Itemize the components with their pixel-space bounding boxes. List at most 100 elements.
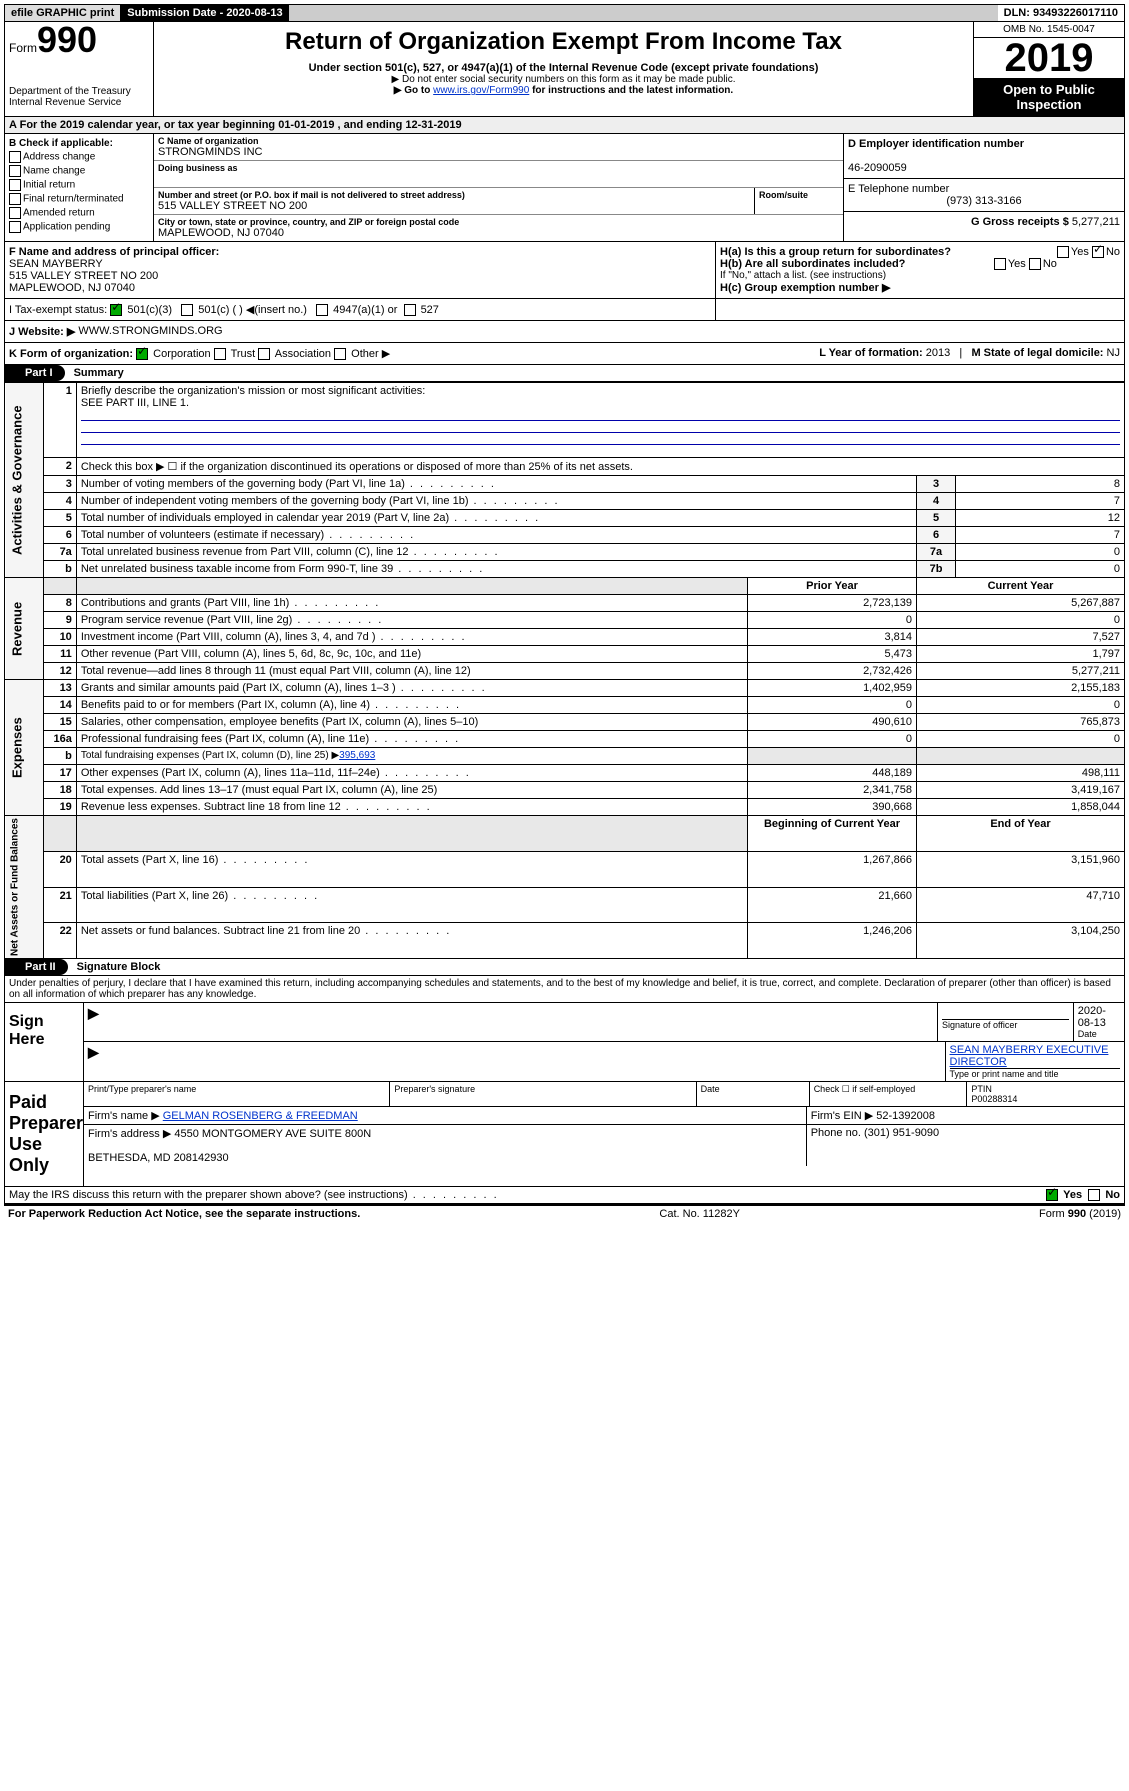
ha-label: H(a) Is this a group return for subordin… xyxy=(720,246,951,258)
chk-4947[interactable] xyxy=(316,304,328,316)
line-16b: Total fundraising expenses (Part IX, col… xyxy=(81,750,339,761)
tax-year: 2019 xyxy=(974,38,1124,78)
part-i-header: Part I Summary xyxy=(4,365,1125,382)
p16a: 0 xyxy=(748,731,917,748)
row-i-label: I Tax-exempt status: xyxy=(9,304,107,316)
tax-period: A For the 2019 calendar year, or tax yea… xyxy=(4,117,1125,134)
l-label: L Year of formation: xyxy=(819,347,923,359)
form-title: Return of Organization Exempt From Incom… xyxy=(158,28,969,56)
section-revenue: Revenue xyxy=(5,578,44,680)
entity-block: B Check if applicable: Address change Na… xyxy=(4,134,1125,242)
perjury-declaration: Under penalties of perjury, I declare th… xyxy=(4,976,1125,1003)
line-17: Other expenses (Part IX, column (A), lin… xyxy=(81,767,471,779)
m-label: M State of legal domicile: xyxy=(971,347,1103,359)
p10: 3,814 xyxy=(748,629,917,646)
dln: DLN: 93493226017110 xyxy=(998,5,1124,21)
summary-table: Activities & Governance 1 Briefly descri… xyxy=(4,382,1125,959)
p13: 1,402,959 xyxy=(748,680,917,697)
p15: 490,610 xyxy=(748,714,917,731)
p18: 2,341,758 xyxy=(748,782,917,799)
gross-value: 5,277,211 xyxy=(1072,216,1120,228)
tax-status-row: I Tax-exempt status: 501(c)(3) 501(c) ( … xyxy=(4,299,1125,321)
c22: 3,104,250 xyxy=(917,923,1125,959)
line-20: Total assets (Part X, line 16) xyxy=(81,854,310,866)
p11: 5,473 xyxy=(748,646,917,663)
line-15: Salaries, other compensation, employee b… xyxy=(81,716,478,728)
form-footer: Form 990 (2019) xyxy=(1039,1208,1121,1220)
p9: 0 xyxy=(748,612,917,629)
chk-pending[interactable] xyxy=(9,221,21,233)
sig-date-label: Date xyxy=(1078,1029,1120,1039)
c15: 765,873 xyxy=(917,714,1125,731)
p20: 1,267,866 xyxy=(748,851,917,887)
goto-post: for instructions and the latest informat… xyxy=(529,85,733,96)
chk-address[interactable] xyxy=(9,151,21,163)
firm-addr-label: Firm's address ▶ xyxy=(88,1128,171,1140)
name-label: Type or print name and title xyxy=(950,1069,1121,1079)
phone-label: E Telephone number xyxy=(848,183,949,195)
line-18: Total expenses. Add lines 13–17 (must eq… xyxy=(81,784,437,796)
chk-527[interactable] xyxy=(404,304,416,316)
chk-final[interactable] xyxy=(9,193,21,205)
part-ii-header: Part II Signature Block xyxy=(4,959,1125,976)
chk-trust[interactable] xyxy=(214,348,226,360)
p12: 2,732,426 xyxy=(748,663,917,680)
line-22: Net assets or fund balances. Subtract li… xyxy=(81,925,451,937)
chk-discuss-no[interactable] xyxy=(1088,1189,1100,1201)
line-1-value: SEE PART III, LINE 1. xyxy=(81,397,189,409)
sign-block: Sign Here ▶ Signature of officer 2020-08… xyxy=(4,1003,1125,1082)
c21: 47,710 xyxy=(917,887,1125,923)
ein-value: 46-2090059 xyxy=(848,162,907,174)
line-1: Briefly describe the organization's miss… xyxy=(81,385,425,397)
p19: 390,668 xyxy=(748,799,917,816)
org-form-row: K Form of organization: Corporation Trus… xyxy=(4,343,1125,365)
chk-name[interactable] xyxy=(9,165,21,177)
website-row: J Website: ▶ WWW.STRONGMINDS.ORG xyxy=(4,321,1125,343)
val-7b: 0 xyxy=(956,561,1125,578)
line-13: Grants and similar amounts paid (Part IX… xyxy=(81,682,487,694)
firm-phone-label: Phone no. xyxy=(811,1127,861,1139)
p17: 448,189 xyxy=(748,765,917,782)
current-year-hdr: Current Year xyxy=(988,580,1054,592)
chk-501c3[interactable] xyxy=(110,304,122,316)
instructions-link[interactable]: www.irs.gov/Form990 xyxy=(433,85,529,96)
chk-assoc[interactable] xyxy=(258,348,270,360)
chk-hb-yes[interactable] xyxy=(994,258,1006,270)
hb-note: If "No," attach a list. (see instruction… xyxy=(720,270,1120,281)
chk-ha-no[interactable] xyxy=(1092,246,1104,258)
chk-amended[interactable] xyxy=(9,207,21,219)
cat-no: Cat. No. 11282Y xyxy=(659,1208,740,1220)
line-21: Total liabilities (Part X, line 26) xyxy=(81,890,319,902)
sign-here-label: Sign Here xyxy=(5,1003,84,1081)
footer: For Paperwork Reduction Act Notice, see … xyxy=(4,1204,1125,1222)
paid-preparer-label: Paid Preparer Use Only xyxy=(5,1082,84,1186)
prep-date-label: Date xyxy=(697,1082,810,1106)
chk-other[interactable] xyxy=(334,348,346,360)
website-value: WWW.STRONGMINDS.ORG xyxy=(78,325,222,338)
chk-501c[interactable] xyxy=(181,304,193,316)
city-label: City or town, state or province, country… xyxy=(158,217,839,227)
c18: 3,419,167 xyxy=(917,782,1125,799)
line-2: Check this box ▶ ☐ if the organization d… xyxy=(76,458,1124,476)
ein-label: D Employer identification number xyxy=(848,138,1024,150)
l-value: 2013 xyxy=(926,347,950,359)
val-3: 8 xyxy=(956,476,1125,493)
p8: 2,723,139 xyxy=(748,595,917,612)
line-3: Number of voting members of the governin… xyxy=(81,478,496,490)
phone-value: (973) 313-3166 xyxy=(848,195,1120,207)
val-6: 7 xyxy=(956,527,1125,544)
chk-corp[interactable] xyxy=(136,348,148,360)
val-16b: 395,693 xyxy=(339,750,375,761)
submission-date: Submission Date - 2020-08-13 xyxy=(121,5,288,21)
chk-discuss-yes[interactable] xyxy=(1046,1189,1058,1201)
chk-hb-no[interactable] xyxy=(1029,258,1041,270)
officer-sig-name: SEAN MAYBERRY EXECUTIVE DIRECTOR xyxy=(950,1044,1121,1069)
prep-sig-label: Preparer's signature xyxy=(390,1082,696,1106)
c16a: 0 xyxy=(917,731,1125,748)
firm-name[interactable]: GELMAN ROSENBERG & FREEDMAN xyxy=(163,1110,358,1122)
chk-ha-yes[interactable] xyxy=(1057,246,1069,258)
line-5: Total number of individuals employed in … xyxy=(81,512,540,524)
c14: 0 xyxy=(917,697,1125,714)
chk-initial[interactable] xyxy=(9,179,21,191)
line-7b: Net unrelated business taxable income fr… xyxy=(81,563,484,575)
